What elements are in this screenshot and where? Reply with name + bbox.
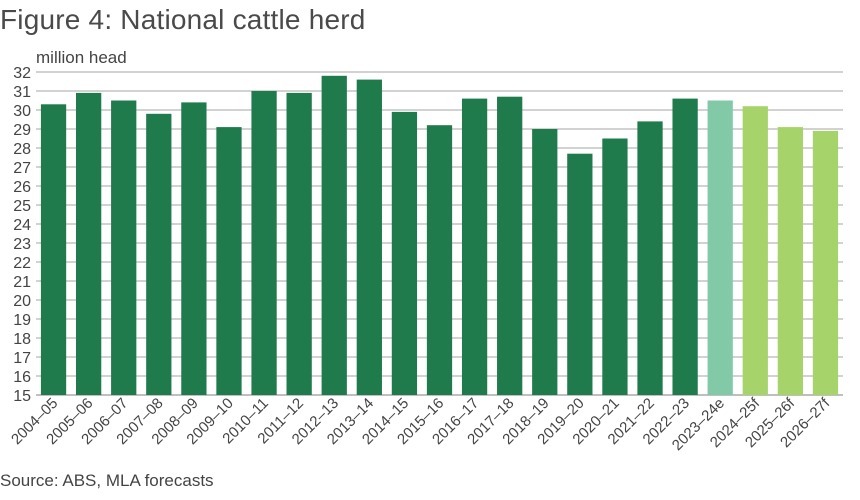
bar-2008–09 <box>181 102 207 396</box>
bar-2017–18 <box>497 96 523 395</box>
bar-2013–14 <box>356 79 382 395</box>
y-tick-label: 21 <box>13 274 31 291</box>
bar-2009–10 <box>216 127 242 395</box>
bar-2023–24e <box>707 100 733 395</box>
y-tick-label: 18 <box>13 331 31 348</box>
bar-2011–12 <box>286 92 312 396</box>
bar-2004–05 <box>40 104 67 396</box>
bar-2019–20 <box>567 153 593 395</box>
chart-title: Figure 4: National cattle herd <box>0 4 366 35</box>
y-tick-label: 24 <box>13 217 31 234</box>
y-tick-label: 22 <box>13 255 31 272</box>
bar-2020–21 <box>602 138 628 395</box>
bar-2022–23 <box>672 98 698 395</box>
y-tick-label: 26 <box>13 179 31 196</box>
y-tick-label: 32 <box>13 65 31 82</box>
y-tick-label: 28 <box>13 141 31 158</box>
y-tick-label: 15 <box>13 388 31 405</box>
y-tick-label: 19 <box>13 312 31 329</box>
bar-2024–25f <box>742 106 768 395</box>
y-tick-label: 20 <box>13 293 31 310</box>
y-tick-label: 23 <box>13 236 31 253</box>
bar-2015–16 <box>426 125 453 395</box>
y-axis-label: million head <box>36 48 127 67</box>
x-tick-labels: 2004–052005–062006–072007–082008–092009–… <box>8 394 834 454</box>
y-tick-labels: 15 16 17 18 19 20 21 22 23 24 25 26 27 28 29 30 31 32 <box>13 65 31 405</box>
y-tick-label: 25 <box>13 198 31 215</box>
y-tick-label: 31 <box>13 84 31 101</box>
source-note: Source: ABS, MLA forecasts <box>0 471 214 490</box>
y-tick-label: 29 <box>13 122 31 139</box>
bar-2026–27f <box>812 130 839 395</box>
bar-2014–15 <box>391 111 418 396</box>
bar-2007–08 <box>146 113 172 396</box>
bars <box>40 75 839 396</box>
bar-2021–22 <box>637 121 663 396</box>
bar-2006–07 <box>111 100 137 395</box>
y-tick-label: 30 <box>13 103 31 120</box>
bar-2016–17 <box>461 98 488 395</box>
bar-2025–26f <box>777 127 804 395</box>
y-tick-label: 17 <box>13 350 31 367</box>
bar-2018–19 <box>532 129 558 395</box>
bar-2010–11 <box>251 91 277 395</box>
bar-2012–13 <box>321 75 347 396</box>
bar-2005–06 <box>75 92 102 396</box>
y-tick-label: 27 <box>13 160 31 177</box>
y-tick-label: 16 <box>13 369 31 386</box>
